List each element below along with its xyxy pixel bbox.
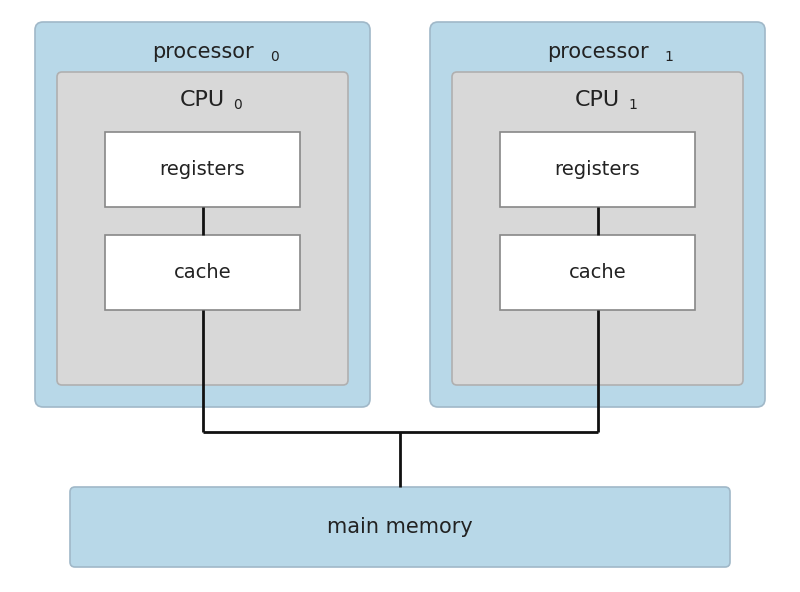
FancyBboxPatch shape [35, 22, 370, 407]
Text: registers: registers [160, 160, 246, 179]
Text: cache: cache [174, 263, 231, 282]
Text: 1: 1 [665, 50, 674, 64]
Text: CPU: CPU [180, 90, 225, 110]
Bar [500, 235, 695, 310]
Text: CPU: CPU [575, 90, 620, 110]
FancyBboxPatch shape [57, 72, 348, 385]
Text: 0: 0 [270, 50, 278, 64]
Text: cache: cache [569, 263, 626, 282]
FancyBboxPatch shape [430, 22, 765, 407]
Bar [500, 132, 695, 207]
Text: processor: processor [546, 42, 648, 62]
Text: main memory: main memory [327, 517, 473, 537]
Text: 1: 1 [628, 98, 637, 112]
Text: 0: 0 [233, 98, 242, 112]
FancyBboxPatch shape [70, 487, 730, 567]
FancyBboxPatch shape [452, 72, 743, 385]
Text: processor: processor [152, 42, 254, 62]
Bar [105, 132, 300, 207]
Bar [105, 235, 300, 310]
Text: registers: registers [554, 160, 640, 179]
